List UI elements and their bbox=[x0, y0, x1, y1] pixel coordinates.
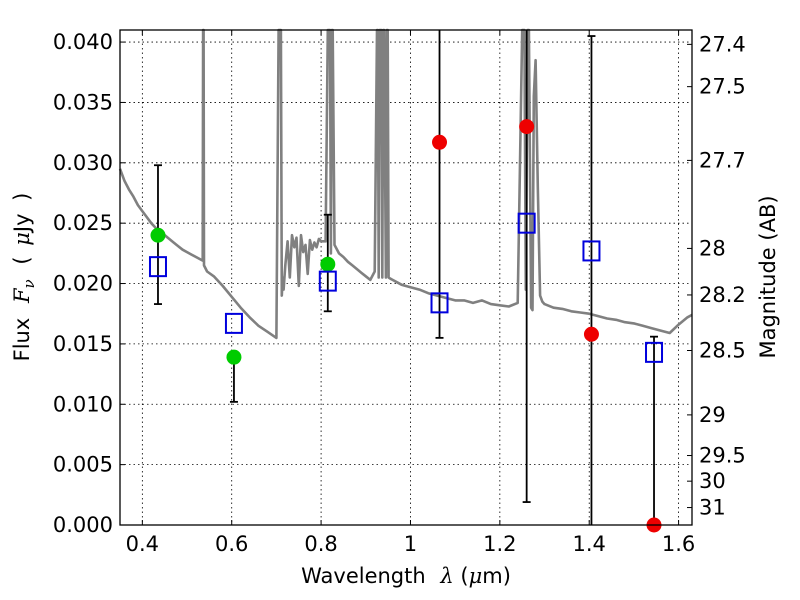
y-tick-label: 0.040 bbox=[53, 30, 113, 54]
blue-square bbox=[430, 292, 449, 314]
error-bars bbox=[153, 30, 659, 525]
y-tick-label: 0.020 bbox=[53, 272, 113, 296]
y-tick-label: 0.000 bbox=[53, 513, 113, 537]
x-tick-label: 1.4 bbox=[573, 532, 606, 556]
x-tick-label: 0.8 bbox=[304, 532, 337, 556]
x-tick-labels: 0.4 0.6 0.8 1 1.2 1.4 1.6 bbox=[126, 532, 696, 556]
model-spectrum bbox=[118, 28, 693, 340]
right-tick-label: 27.7 bbox=[699, 148, 746, 172]
blue-square bbox=[148, 256, 167, 278]
grid-lines bbox=[120, 30, 692, 526]
green-point bbox=[150, 227, 166, 243]
red-point bbox=[583, 326, 599, 342]
right-y-axis-title: Magnitude (AB) bbox=[756, 195, 780, 358]
x-tick-label: 0.4 bbox=[126, 532, 159, 556]
y-tick-label: 0.015 bbox=[53, 332, 113, 356]
axis-ticks bbox=[120, 30, 692, 526]
right-tick-label: 28.5 bbox=[699, 338, 746, 362]
right-tick-label: 29.5 bbox=[699, 444, 746, 468]
plot-frame bbox=[119, 29, 693, 526]
spectrum-line bbox=[118, 28, 693, 340]
x-tick-label: 1.6 bbox=[662, 532, 695, 556]
y-tick-labels: 0.000 0.005 0.010 0.015 0.020 0.025 0.030 0.035… bbox=[53, 30, 113, 537]
x-axis-title: Wavelength λ (μm) bbox=[301, 564, 511, 588]
right-tick-label: 30 bbox=[699, 469, 726, 493]
right-tick-labels: 27.4 27.5 27.7 28 28.2 28.5 29 29.530 31 bbox=[699, 32, 746, 519]
x-tick-label: 0.6 bbox=[215, 532, 248, 556]
left-y-axis-title: Flux Fν ( μJy ) bbox=[10, 193, 39, 362]
blue-square bbox=[582, 240, 601, 262]
blue-square bbox=[224, 312, 243, 334]
blue-square bbox=[517, 212, 536, 234]
right-tick-label: 27.5 bbox=[699, 75, 746, 99]
right-tick-label: 28.2 bbox=[699, 283, 746, 307]
right-tick-label: 29 bbox=[699, 403, 726, 427]
blue-square bbox=[645, 341, 664, 363]
green-point bbox=[320, 256, 336, 272]
y-tick-label: 0.005 bbox=[53, 453, 113, 477]
x-tick-label: 1.2 bbox=[483, 532, 516, 556]
right-tick-label: 27.4 bbox=[699, 32, 746, 56]
y-tick-label: 0.010 bbox=[53, 392, 113, 416]
y-tick-label: 0.035 bbox=[53, 90, 113, 114]
y-tick-label: 0.030 bbox=[53, 151, 113, 175]
data-points bbox=[148, 119, 664, 533]
red-point bbox=[432, 134, 448, 150]
right-tick-label: 28 bbox=[699, 236, 726, 260]
x-tick-label: 1 bbox=[404, 532, 417, 556]
red-point bbox=[519, 119, 535, 135]
blue-square bbox=[318, 270, 337, 292]
y-tick-label: 0.025 bbox=[53, 211, 113, 235]
green-point bbox=[226, 349, 242, 365]
right-tick-label: 31 bbox=[699, 496, 726, 520]
